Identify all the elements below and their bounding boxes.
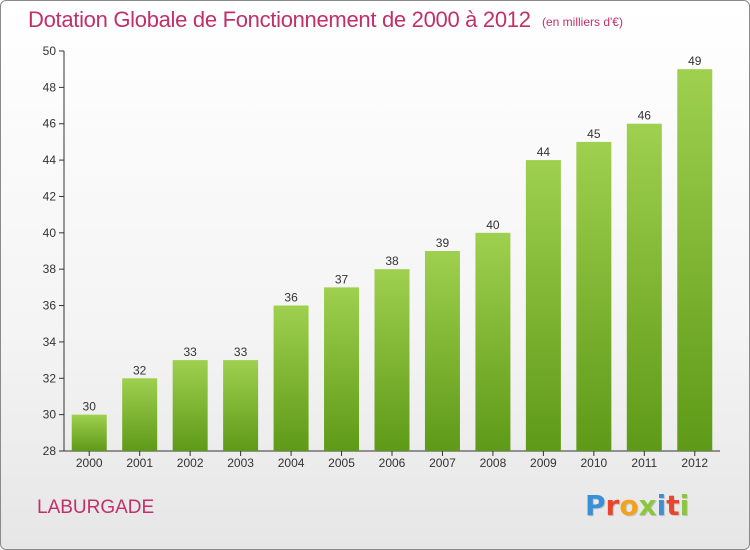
logo-letter: r <box>605 489 620 522</box>
bar <box>172 360 208 451</box>
bar <box>525 160 561 451</box>
y-tick-label: 48 <box>43 80 57 94</box>
data-label: 45 <box>587 127 601 141</box>
bar <box>273 305 309 451</box>
y-tick-label: 36 <box>43 299 57 313</box>
chart-unit-label: (en milliers d'€) <box>542 15 623 29</box>
y-tick-label: 32 <box>43 371 57 385</box>
bar <box>122 378 158 451</box>
x-tick-label: 2004 <box>278 456 305 470</box>
bar <box>424 251 460 451</box>
x-tick-label: 2011 <box>631 456 657 470</box>
y-tick-label: 42 <box>43 189 57 203</box>
data-label: 38 <box>385 254 399 268</box>
data-label: 49 <box>688 54 702 68</box>
x-tick-label: 2012 <box>681 456 708 470</box>
bar <box>677 69 713 451</box>
data-label: 39 <box>436 236 450 250</box>
data-label: 44 <box>537 145 551 159</box>
data-label: 46 <box>638 109 652 123</box>
x-tick-label: 2008 <box>480 456 507 470</box>
y-tick-label: 50 <box>43 44 57 58</box>
commune-name: LABURGADE <box>37 497 155 518</box>
y-axis: 28 30 32 34 36 38 40 42 44 46 48 50 <box>43 44 65 458</box>
bar <box>475 232 511 451</box>
y-tick-label: 30 <box>43 408 57 422</box>
proxiti-logo[interactable]: Proxiti <box>585 489 689 522</box>
data-label: 33 <box>234 345 248 359</box>
x-axis: 2000 2001 2002 2003 2004 2005 2006 2007 2008 2009… <box>64 450 720 470</box>
logo-letter: i <box>679 489 690 522</box>
bar <box>374 269 410 451</box>
bar <box>576 141 612 451</box>
data-label: 40 <box>486 218 500 232</box>
y-tick-label: 40 <box>43 226 57 240</box>
y-tick-label: 44 <box>43 153 57 167</box>
x-tick-label: 2005 <box>328 456 355 470</box>
logo-letter: P <box>585 489 606 522</box>
logo-letter: t <box>666 489 680 522</box>
data-label: 33 <box>183 345 197 359</box>
data-label: 37 <box>335 272 349 286</box>
x-tick-label: 2007 <box>429 456 456 470</box>
bars <box>71 69 713 452</box>
x-tick-label: 2010 <box>580 456 607 470</box>
data-label: 32 <box>133 363 147 377</box>
data-label: 30 <box>83 400 97 414</box>
x-tick-label: 2002 <box>177 456 204 470</box>
y-tick-label: 46 <box>43 117 57 131</box>
y-tick-label: 34 <box>43 335 57 349</box>
chart-title: Dotation Globale de Fonctionnement de 20… <box>28 7 531 32</box>
bar <box>626 123 662 452</box>
y-tick-label: 38 <box>43 262 57 276</box>
data-label: 36 <box>284 291 298 305</box>
logo-letter: i <box>656 489 667 522</box>
logo-letter: x <box>638 489 657 522</box>
logo-letter: o <box>619 489 639 522</box>
bar <box>223 360 259 451</box>
x-tick-label: 2003 <box>227 456 254 470</box>
data-labels: 30 32 33 33 36 37 38 39 40 44 45 46 49 <box>83 54 702 413</box>
x-tick-label: 2009 <box>530 456 557 470</box>
y-tick-label: 28 <box>43 444 57 458</box>
x-tick-label: 2001 <box>126 456 153 470</box>
bar <box>324 287 360 451</box>
x-tick-label: 2000 <box>76 456 103 470</box>
bar <box>71 414 107 451</box>
x-tick-label: 2006 <box>379 456 406 470</box>
